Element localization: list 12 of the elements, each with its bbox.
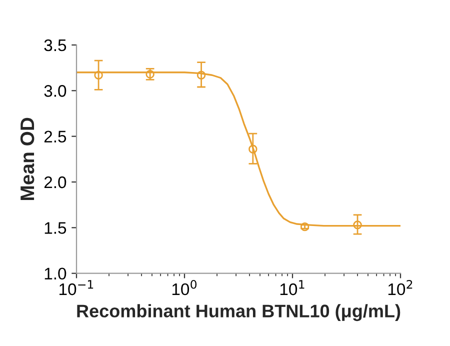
y-tick-label: 1.5	[44, 222, 66, 234]
y-tick-label: 2.0	[44, 176, 66, 188]
x-tick-label: 10$^{−1}$	[60, 280, 94, 296]
x-tick-label: 10$^{2}$	[388, 280, 412, 296]
y-tick-label: 2.5	[44, 130, 66, 143]
y-tick-label: 1.0	[44, 268, 66, 280]
y-tick-label: 3.5	[44, 39, 66, 52]
y-tick-label: 3.0	[44, 85, 66, 97]
x-tick-label: 10$^{1}$	[280, 280, 304, 296]
y-axis-title: Mean OD	[20, 118, 34, 200]
x-axis-title: Recombinant Human BTNL10 (μg/mL)	[77, 304, 400, 322]
x-tick-label: 10$^{0}$	[172, 280, 197, 296]
